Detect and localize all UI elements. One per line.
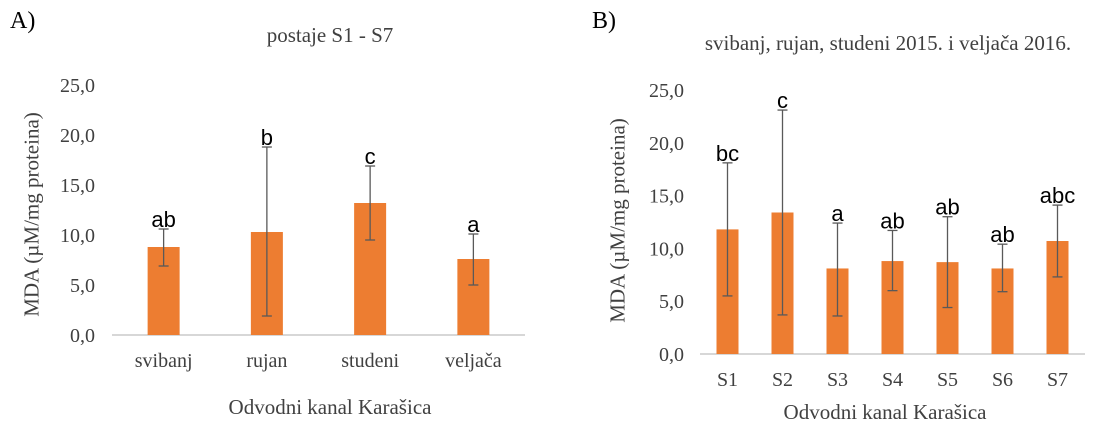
significance-label: ab [935,195,959,220]
y-tick-label: 20,0 [60,125,95,147]
y-tick-label: 0,0 [70,325,95,347]
x-tick-label: rujan [246,350,287,372]
significance-label: bc [716,141,739,166]
significance-label: ab [990,222,1014,247]
y-tick-label: 10,0 [60,225,95,247]
x-tick-label: S5 [937,369,958,391]
x-tick-label: S6 [992,369,1013,391]
y-tick-label: 25,0 [649,80,684,102]
bar [1046,241,1069,354]
y-tick-label: 0,0 [659,344,684,366]
x-tick-label: veljača [445,350,502,372]
x-tick-label: S7 [1047,369,1068,391]
y-tick-label: 25,0 [60,75,95,97]
bar [881,261,904,354]
significance-label: a [831,201,844,226]
bar-chart: 0,0 5,0 10,0 15,0 20,0 25,0 ab svibanj b rujan c st… [60,75,525,372]
panel-label: B) [592,8,616,34]
x-tick-label: S1 [717,369,738,391]
x-tick-label: studeni [341,350,399,372]
y-tick-label: 5,0 [70,275,95,297]
chart-title: postaje S1 - S7 [266,23,394,47]
y-tick-label: 10,0 [649,238,684,260]
significance-label: ab [151,207,175,232]
y-tick-label: 20,0 [649,133,684,155]
panel-label: A) [10,8,36,34]
x-axis-title: Odvodni kanal Karašica [783,400,987,424]
significance-label: a [467,212,480,237]
significance-label: b [261,125,273,150]
significance-label: c [365,144,376,169]
y-tick-label: 15,0 [649,186,684,208]
x-axis-title: Odvodni kanal Karašica [228,395,432,419]
chart-title: svibanj, rujan, studeni 2015. i veljača … [704,31,1072,55]
y-tick-label: 5,0 [659,291,684,313]
y-tick-label: 15,0 [60,175,95,197]
bar-chart: 0,0 5,0 10,0 15,0 20,0 25,0 bc S1 c S2 a S3 ab S4 ab S5… [649,80,1085,391]
x-tick-label: S2 [772,369,793,391]
x-tick-label: S3 [827,369,848,391]
chart-panel-a: A) postaje S1 - S7 MDA (µM/mg proteina) … [10,8,525,419]
significance-label: c [777,88,788,113]
chart-panel-b: B) svibanj, rujan, studeni 2015. i velja… [580,0,1094,425]
significance-label: abc [1040,183,1075,208]
bar [991,268,1014,354]
x-tick-label: S4 [882,369,903,391]
x-tick-label: svibanj [135,350,193,372]
significance-label: ab [880,208,904,233]
